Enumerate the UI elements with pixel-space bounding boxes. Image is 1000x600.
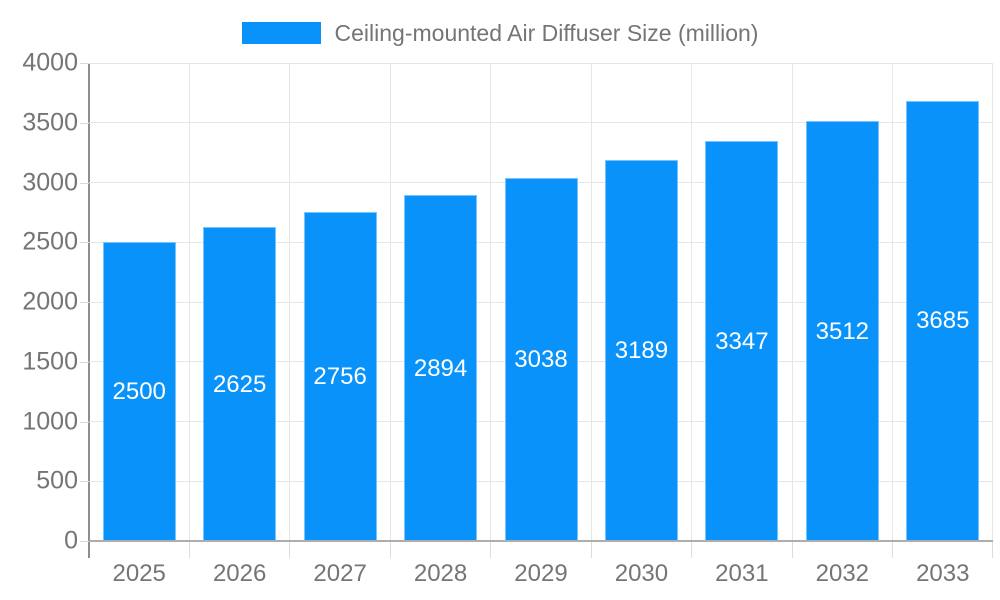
x-gridline [188,63,190,541]
bar-value-label: 3685 [916,307,970,335]
bar[interactable]: 2894 [404,195,478,541]
x-gridline [590,63,592,541]
bar-value-label: 3512 [815,317,870,345]
y-axis-line [88,63,90,558]
x-tick-mark [791,542,793,558]
x-axis-tick-label: 2030 [614,560,669,587]
y-axis-tick-label: 0 [64,526,78,555]
bar-value-label: 2625 [212,370,267,398]
bar-value-label: 2756 [313,362,367,390]
y-tick-mark [80,361,89,363]
x-gridline [691,63,693,541]
y-tick-mark [80,182,89,184]
y-gridline [89,62,993,64]
x-tick-mark [490,542,492,558]
y-axis-tick-label: 500 [36,466,78,495]
bar[interactable]: 2500 [102,242,176,541]
y-tick-mark [80,481,89,483]
x-tick-mark [289,542,291,558]
x-axis-tick-label: 2026 [212,560,267,587]
x-tick-mark [892,542,894,558]
y-axis-tick-label: 2000 [22,287,78,316]
y-axis-tick-label: 1000 [22,407,78,435]
x-gridline [892,63,894,541]
x-gridline [289,63,291,541]
x-axis-tick-label: 2032 [815,560,870,587]
x-axis-tick-label: 2031 [715,560,769,587]
y-tick-mark [80,63,89,64]
y-axis-tick-label: 4000 [22,48,78,77]
x-tick-mark [590,542,592,558]
y-gridline [89,122,993,124]
bar[interactable]: 3347 [705,141,779,541]
x-gridline [991,63,993,541]
bar-value-label: 2500 [112,378,166,406]
x-axis-line [89,540,993,542]
bar-value-label: 3189 [614,336,669,364]
legend[interactable]: Ceiling-mounted Air Diffuser Size (milli… [0,14,1000,52]
y-tick-mark [80,541,89,542]
x-axis-tick-label: 2027 [313,560,367,587]
bar[interactable]: 3038 [504,177,578,541]
x-gridline [490,63,492,541]
y-tick-mark [80,122,89,124]
y-axis-tick-label: 3000 [22,168,78,196]
y-tick-mark [80,302,89,303]
x-axis-tick-label: 2025 [112,560,166,587]
bar[interactable]: 2625 [203,227,277,541]
x-axis-tick-label: 2029 [514,560,568,587]
legend-swatch [241,22,321,44]
x-tick-mark [188,542,190,558]
x-tick-mark [991,542,993,558]
y-axis-tick-label: 1500 [22,347,78,376]
plot-area: 2500 2625 2756 2894 3038 3189 3347 3512 3685 [89,62,993,541]
x-tick-mark [691,542,693,558]
bar[interactable]: 3685 [906,100,980,541]
x-tick-mark [389,542,391,558]
y-axis-tick-label: 2500 [22,227,78,256]
bar-value-label: 3347 [715,327,769,355]
bar[interactable]: 3189 [604,159,678,541]
x-gridline [389,63,391,541]
bar-value-label: 3038 [514,345,568,373]
bar[interactable]: 2756 [303,211,377,541]
x-axis-tick-label: 2033 [916,560,970,587]
x-axis-tick-label: 2028 [413,560,468,587]
bar[interactable]: 3512 [805,121,879,541]
bar-value-label: 2894 [413,354,468,382]
y-tick-mark [80,242,89,244]
legend-label: Ceiling-mounted Air Diffuser Size (milli… [334,19,759,46]
y-tick-mark [80,421,89,423]
x-gridline [791,63,793,541]
y-axis-tick-label: 3500 [22,108,78,137]
